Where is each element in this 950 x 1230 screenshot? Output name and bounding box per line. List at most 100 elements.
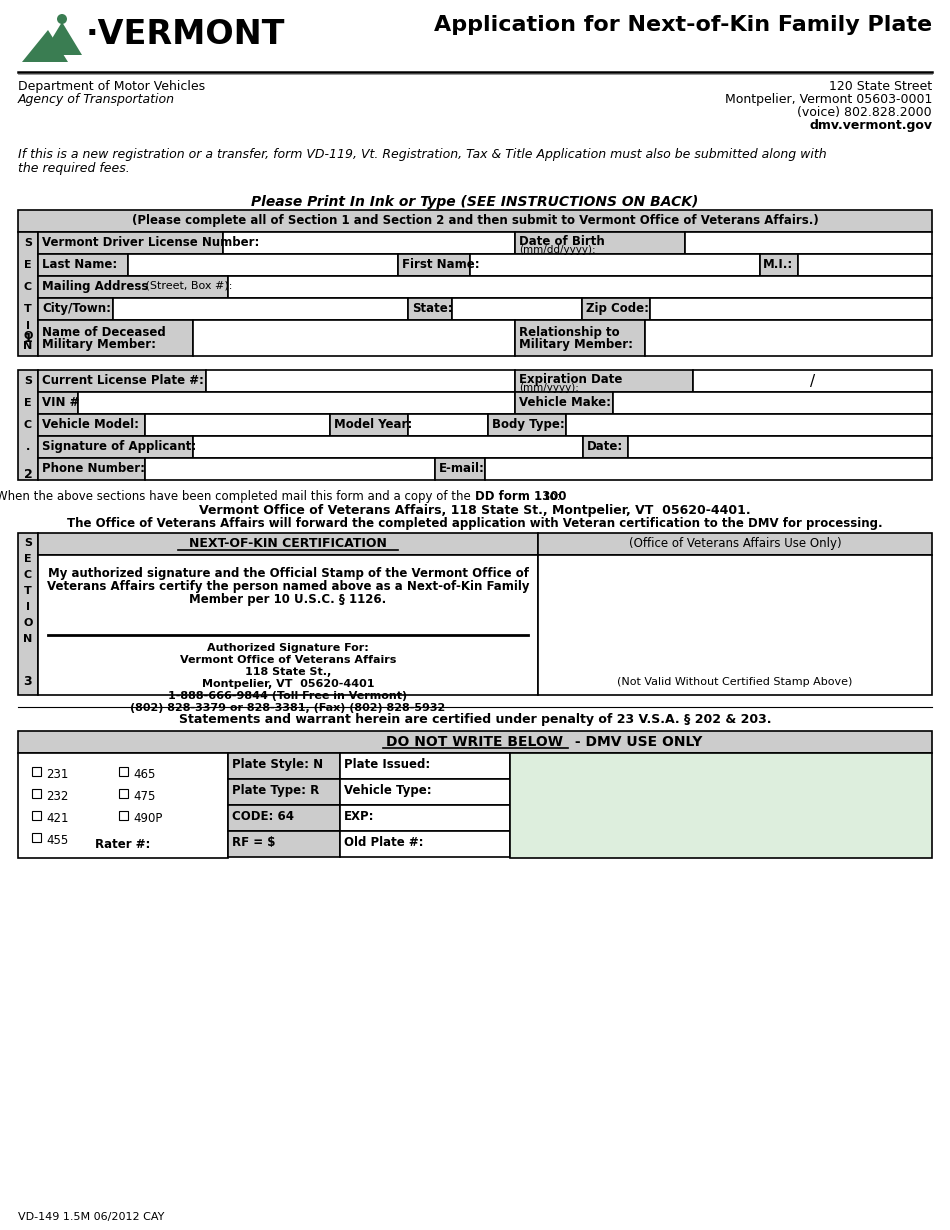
Text: NEXT-OF-KIN CERTIFICATION: NEXT-OF-KIN CERTIFICATION [189, 538, 387, 550]
Text: DO NOT WRITE BELOW: DO NOT WRITE BELOW [387, 736, 563, 749]
Text: Military Member:: Military Member: [519, 338, 633, 351]
Bar [693, 370, 932, 392]
Text: (voice) 802.828.2000: (voice) 802.828.2000 [797, 106, 932, 119]
Text: If this is a new registration or a transfer, form VD-119, Vt. Registration, Tax : If this is a new registration or a trans… [18, 148, 826, 161]
Bar [515, 232, 685, 255]
Bar [38, 392, 78, 415]
Bar [798, 255, 932, 276]
Bar [470, 255, 760, 276]
Text: 232: 232 [46, 790, 68, 803]
Text: 465: 465 [133, 768, 156, 781]
Bar [32, 833, 41, 843]
Bar [145, 458, 435, 480]
Text: Vermont Driver License Number:: Vermont Driver License Number: [42, 236, 259, 248]
Text: 231: 231 [46, 768, 68, 781]
Text: 120 State Street: 120 State Street [828, 80, 932, 93]
Text: Application for Next-of-Kin Family Plate: Application for Next-of-Kin Family Plate [434, 15, 932, 34]
Bar [18, 753, 228, 859]
Bar [223, 232, 515, 255]
Bar [38, 458, 145, 480]
Bar [340, 831, 510, 857]
Text: Montpelier, VT  05620-4401: Montpelier, VT 05620-4401 [201, 679, 374, 689]
Text: Vehicle Model:: Vehicle Model: [42, 418, 139, 430]
Bar [128, 255, 398, 276]
Text: (802) 828-3379 or 828-3381, (Fax) (802) 828-5932: (802) 828-3379 or 828-3381, (Fax) (802) … [130, 704, 446, 713]
Polygon shape [22, 30, 68, 62]
Text: Date of Birth: Date of Birth [519, 235, 605, 248]
Bar [32, 811, 41, 820]
Bar [38, 276, 228, 298]
Text: T: T [24, 585, 32, 597]
Bar [228, 753, 340, 779]
Bar [685, 232, 932, 255]
Bar [566, 415, 932, 435]
Text: E: E [24, 260, 31, 271]
Text: I: I [26, 321, 30, 331]
Text: Agency of Transportation: Agency of Transportation [18, 93, 175, 106]
Text: Department of Motor Vehicles: Department of Motor Vehicles [18, 80, 205, 93]
Bar [119, 788, 128, 798]
Text: 2: 2 [24, 467, 32, 481]
Text: dmv.vermont.gov: dmv.vermont.gov [809, 119, 932, 132]
Text: Plate Type: R: Plate Type: R [232, 784, 319, 797]
Bar [452, 298, 582, 320]
Bar [228, 804, 340, 831]
Bar [515, 370, 693, 392]
Text: 1-888-666-9844 (Toll Free in Vermont): 1-888-666-9844 (Toll Free in Vermont) [168, 691, 408, 701]
Bar [38, 533, 538, 555]
Text: Zip Code:: Zip Code: [586, 303, 649, 315]
Bar [18, 210, 932, 232]
Text: When the above sections have been completed mail this form and a copy of the: When the above sections have been comple… [0, 490, 475, 503]
Bar [228, 276, 932, 298]
Bar [18, 731, 932, 753]
Text: Authorized Signature For:: Authorized Signature For: [207, 643, 369, 653]
Bar [206, 370, 515, 392]
Text: Model Year:: Model Year: [334, 418, 412, 430]
Text: to:: to: [541, 490, 560, 503]
Bar [145, 415, 330, 435]
Bar [760, 255, 798, 276]
Text: 118 State St.,: 118 State St., [245, 667, 332, 677]
Text: S: S [24, 237, 32, 248]
Bar [340, 779, 510, 804]
Bar [113, 298, 408, 320]
Bar [583, 435, 628, 458]
Bar [408, 298, 452, 320]
Text: Vermont Office of Veterans Affairs, 118 State St., Montpelier, VT  05620-4401.: Vermont Office of Veterans Affairs, 118 … [200, 504, 751, 517]
Text: CODE: 64: CODE: 64 [232, 811, 294, 823]
Text: My authorized signature and the Official Stamp of the Vermont Office of: My authorized signature and the Official… [48, 567, 528, 581]
Bar [18, 232, 38, 355]
Text: C: C [24, 282, 32, 292]
Text: I: I [26, 601, 30, 613]
Text: Vermont Office of Veterans Affairs: Vermont Office of Veterans Affairs [180, 656, 396, 665]
Text: N: N [24, 341, 32, 351]
Text: Member per 10 U.S.C. § 1126.: Member per 10 U.S.C. § 1126. [189, 593, 387, 606]
Text: Plate Issued:: Plate Issued: [344, 758, 430, 771]
Text: Vehicle Type:: Vehicle Type: [344, 784, 431, 797]
Bar [193, 320, 515, 355]
Text: N: N [24, 633, 32, 645]
Bar [228, 779, 340, 804]
Text: T: T [24, 304, 32, 314]
Bar [485, 458, 932, 480]
Text: .: . [26, 442, 30, 451]
Text: Old Plate #:: Old Plate #: [344, 836, 424, 849]
Bar [119, 768, 128, 776]
Text: Name of Deceased: Name of Deceased [42, 326, 165, 339]
Bar [488, 415, 566, 435]
Bar [38, 255, 128, 276]
Bar [193, 435, 583, 458]
Bar [228, 831, 340, 857]
Text: 1: 1 [24, 332, 32, 344]
Bar [510, 753, 932, 859]
Text: M.I.:: M.I.: [763, 258, 793, 271]
Bar [38, 555, 538, 695]
Text: Current License Plate #:: Current License Plate #: [42, 374, 204, 387]
Text: The Office of Veterans Affairs will forward the completed application with Veter: The Office of Veterans Affairs will forw… [67, 517, 883, 530]
Text: (Street, Box #):: (Street, Box #): [142, 280, 233, 290]
Text: O: O [24, 331, 32, 341]
Text: (Not Valid Without Certified Stamp Above): (Not Valid Without Certified Stamp Above… [618, 676, 853, 688]
Text: ·VERMONT: ·VERMONT [86, 18, 285, 50]
Bar [18, 533, 38, 695]
Text: State:: State: [412, 303, 452, 315]
